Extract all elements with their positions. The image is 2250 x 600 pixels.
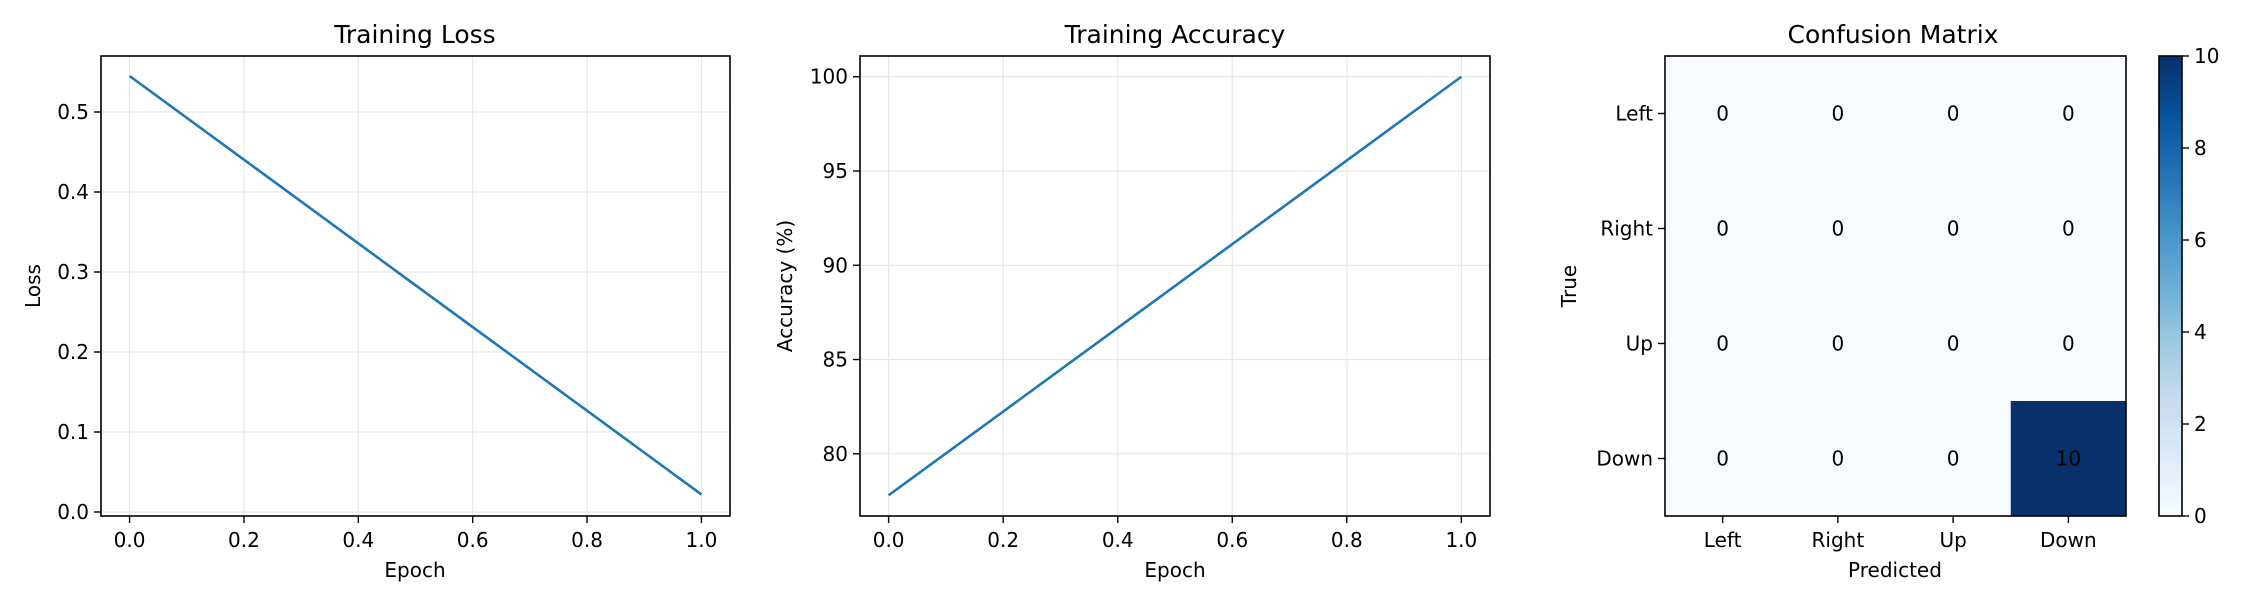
accuracy-x-tick-label: 0.0 [873, 528, 905, 552]
confusion-matrix-cell [1665, 56, 1781, 172]
loss-x-tick-label: 0.4 [342, 528, 374, 552]
confusion-matrix-cell [2010, 56, 2127, 172]
accuracy-y-ticks: 80 85 90 95 100 [810, 65, 860, 466]
loss-chart-title: Training Loss [333, 20, 495, 49]
accuracy-x-tick-label: 0.4 [1102, 528, 1134, 552]
loss-x-tick-label: 0.2 [228, 528, 260, 552]
confusion-matrix-cell-value: 0 [2062, 332, 2075, 356]
colorbar-tick-label: 6 [2194, 228, 2207, 252]
accuracy-y-tick-label: 85 [823, 348, 848, 372]
confusion-matrix-cell-value: 0 [1832, 217, 1845, 241]
loss-y-tick-label: 0.1 [57, 420, 89, 444]
confusion-matrix-cell [1780, 56, 1896, 172]
loss-y-tick-label: 0.4 [57, 180, 89, 204]
colorbar-frame [2158, 55, 2183, 517]
confusion-matrix-cell-value: 0 [1832, 447, 1845, 471]
confusion-matrix-cell [1780, 286, 1896, 402]
loss-grid [101, 56, 730, 516]
confusion-matrix-cell [1895, 171, 2012, 287]
confusion-matrix-cell-value: 0 [1832, 332, 1845, 356]
confusion-matrix-cell [1895, 401, 2012, 517]
accuracy-x-ticks: 0.0 0.2 0.4 0.6 0.8 1.0 [873, 516, 1477, 552]
confusion-matrix-cell [1895, 56, 2012, 172]
confusion-matrix-cell-value: 0 [1947, 447, 1960, 471]
colorbar-tick-label: 4 [2194, 320, 2207, 344]
confusion-matrix-y-tick-label: Up [1626, 332, 1653, 356]
loss-x-tick-label: 0.0 [114, 528, 146, 552]
confusion-matrix-title: Confusion Matrix [1787, 20, 1998, 49]
accuracy-chart: Training Accuracy 0.0 0.2 0.4 0.6 0.8 1.0 808… [773, 20, 1491, 582]
loss-plot-frame [100, 55, 731, 517]
accuracy-series-line [887, 75, 1463, 497]
loss-x-axis-label: Epoch [384, 558, 445, 582]
confusion-matrix-cell [2010, 171, 2127, 287]
confusion-matrix-cell-value: 0 [1716, 447, 1729, 471]
confusion-matrix-x-tick-label: Up [1939, 528, 1966, 552]
confusion-matrix-cell [1665, 401, 1781, 517]
confusion-matrix-chart: Confusion Matrix 0 0 0 0 0 0 0 0 0 0 0 0 0 0 0 10 Left R… [1557, 20, 2219, 582]
colorbar-tick-label: 0 [2194, 504, 2207, 528]
accuracy-y-axis-label: Accuracy (%) [773, 220, 797, 352]
confusion-matrix-cell [1780, 401, 1896, 517]
accuracy-x-tick-label: 1.0 [1445, 528, 1477, 552]
loss-y-tick-label: 0.3 [57, 260, 89, 284]
accuracy-y-tick-label: 80 [823, 442, 848, 466]
loss-x-tick-label: 1.0 [686, 528, 718, 552]
confusion-matrix-cell [1895, 286, 2012, 402]
loss-chart: Training Loss 0.0 0.2 0.4 0.6 0.8 1.0 0.00.10… [21, 20, 731, 582]
confusion-matrix-y-tick-label: Left [1615, 102, 1653, 126]
colorbar-tick-label: 2 [2194, 412, 2207, 436]
confusion-matrix-y-tick-label: Right [1600, 217, 1653, 241]
confusion-matrix-cell-value: 0 [2062, 102, 2075, 126]
loss-y-ticks: 0.0 0.1 0.2 0.3 0.4 0.5 [57, 100, 101, 524]
accuracy-grid [860, 56, 1490, 516]
colorbar-tick-label: 8 [2194, 136, 2207, 160]
confusion-matrix-y-ticks: Left Right Up Down [1596, 102, 1665, 471]
confusion-matrix-cell-value: 0 [1832, 102, 1845, 126]
loss-y-tick-label: 0.2 [57, 340, 89, 364]
confusion-matrix-cell-value: 0 [1716, 217, 1729, 241]
confusion-matrix-cell-value: 10 [2056, 447, 2081, 471]
confusion-matrix-cell-value: 0 [1947, 102, 1960, 126]
loss-series-line [128, 74, 703, 496]
accuracy-chart-title: Training Accuracy [1064, 20, 1286, 49]
confusion-matrix-y-axis-label: True [1557, 265, 1581, 308]
confusion-matrix-cell-value: 0 [1716, 332, 1729, 356]
confusion-matrix-cell [1780, 171, 1896, 287]
confusion-matrix-cell-value: 0 [1947, 217, 1960, 241]
confusion-matrix-cell [1665, 286, 1781, 402]
confusion-matrix-x-axis-label: Predicted [1848, 558, 1942, 582]
confusion-matrix-cell-value: 0 [1947, 332, 1960, 356]
accuracy-x-tick-label: 0.6 [1216, 528, 1248, 552]
loss-x-ticks: 0.0 0.2 0.4 0.6 0.8 1.0 [114, 516, 718, 552]
confusion-matrix-cell [2010, 401, 2127, 517]
accuracy-x-tick-label: 0.2 [987, 528, 1019, 552]
confusion-matrix-x-tick-label: Left [1704, 528, 1742, 552]
confusion-matrix-cells: 0 0 0 0 0 0 0 0 0 0 0 0 0 0 0 10 [1665, 56, 2127, 517]
colorbar-gradient [2159, 56, 2182, 516]
confusion-matrix-y-tick-label: Down [1596, 447, 1653, 471]
accuracy-x-tick-label: 0.8 [1331, 528, 1363, 552]
confusion-matrix-cell-value: 0 [2062, 217, 2075, 241]
confusion-matrix-frame [1664, 55, 2127, 517]
confusion-matrix-x-tick-label: Down [2040, 528, 2097, 552]
colorbar-tick-label: 10 [2194, 44, 2219, 68]
accuracy-x-axis-label: Epoch [1144, 558, 1205, 582]
confusion-matrix-x-ticks: Left Right Up Down [1704, 516, 2097, 552]
loss-y-axis-label: Loss [21, 264, 45, 308]
loss-x-tick-label: 0.6 [457, 528, 489, 552]
loss-y-tick-label: 0.0 [57, 500, 89, 524]
accuracy-y-tick-label: 90 [823, 253, 848, 277]
loss-x-tick-label: 0.8 [571, 528, 603, 552]
loss-y-tick-label: 0.5 [57, 100, 89, 124]
accuracy-y-tick-label: 100 [810, 65, 848, 89]
accuracy-plot-frame [859, 55, 1491, 517]
confusion-matrix-cell [2010, 286, 2127, 402]
confusion-matrix-cell [1665, 171, 1781, 287]
accuracy-y-tick-label: 95 [823, 159, 848, 183]
confusion-matrix-cell-value: 0 [1716, 102, 1729, 126]
colorbar-ticks: 0 2 4 6 8 10 [2182, 44, 2219, 528]
confusion-matrix-x-tick-label: Right [1812, 528, 1865, 552]
